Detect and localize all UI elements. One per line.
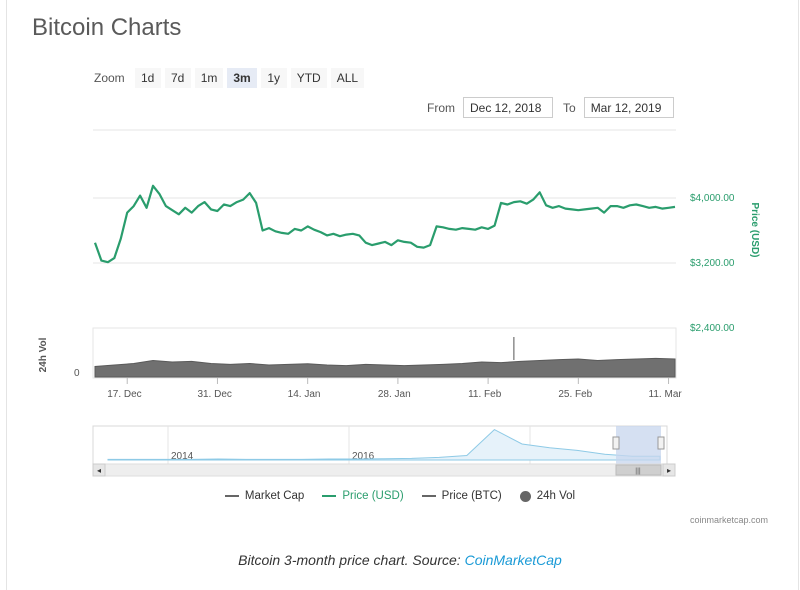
legend-item[interactable]: Price (BTC) — [421, 490, 502, 502]
legend-line-icon — [224, 495, 239, 497]
zoom-controls: Zoom 1d 7d 1m 3m 1y YTD ALL — [94, 68, 365, 88]
price-tick-label: $4,000.00 — [690, 193, 735, 204]
legend-item[interactable]: Price (USD) — [322, 490, 404, 502]
legend-label: Market Cap — [244, 490, 305, 502]
chevron-right-icon: ▸ — [667, 466, 671, 475]
scrollbar-track[interactable] — [92, 463, 676, 477]
x-tick-label: 11. Mar — [649, 389, 683, 400]
page-title: Bitcoin Charts — [32, 14, 182, 41]
legend-line-icon — [322, 495, 337, 497]
zoom-3m-button[interactable]: 3m — [227, 68, 257, 88]
zoom-1y-button[interactable]: 1y — [260, 68, 287, 88]
zoom-7d-button[interactable]: 7d — [164, 68, 191, 88]
navigator-selection[interactable] — [616, 426, 661, 464]
zoom-all-button[interactable]: ALL — [330, 68, 365, 88]
x-tick-label: 17. Dec — [107, 389, 141, 400]
x-tick-label: 28. Jan — [378, 389, 411, 400]
legend-label: Price (USD) — [342, 490, 404, 502]
chevron-left-icon: ◂ — [97, 466, 101, 475]
x-tick-label: 14. Jan — [288, 389, 321, 400]
navigator-right-handle[interactable] — [657, 436, 665, 450]
caption-source-link[interactable]: CoinMarketCap — [464, 552, 562, 568]
navigator-left-handle[interactable] — [612, 436, 620, 450]
navigator-year-label: 2014 — [171, 451, 194, 462]
price-chart: $4,000.00$3,200.00$2,400.00 Price (USD) … — [38, 129, 760, 477]
to-date-input[interactable] — [583, 97, 674, 118]
legend-label: Price (BTC) — [441, 490, 502, 502]
legend-label: 24h Vol — [536, 490, 576, 502]
price-axis: $4,000.00 $3,200.00 $2,400.00 — [690, 193, 735, 334]
x-tick-label: 11. Feb — [468, 389, 502, 400]
legend-dot-icon — [519, 490, 531, 502]
scroll-left-button[interactable] — [92, 463, 106, 477]
grip-icon: ||| — [635, 468, 641, 475]
navigator-scrollbar[interactable]: ◂ ||| ▸ — [92, 463, 676, 477]
navigator[interactable]: 201420162018 — [92, 425, 668, 465]
zoom-1d-button[interactable]: 1d — [134, 68, 161, 88]
legend-line-icon — [421, 495, 436, 497]
navigator-area — [107, 428, 661, 461]
to-label: To — [563, 100, 576, 115]
right-edge-line — [798, 0, 799, 590]
chart-legend: Market Cap Price (USD) Price (BTC) 24h Vol — [0, 490, 800, 502]
price-tick-label: $2,400.00 — [690, 323, 735, 334]
price-tick-label: $3,200.00 — [690, 258, 735, 269]
legend-item[interactable]: Market Cap — [224, 490, 305, 502]
legend-item[interactable]: 24h Vol — [519, 490, 576, 502]
zoom-1m-button[interactable]: 1m — [194, 68, 224, 88]
x-tick-label: 31. Dec — [197, 389, 231, 400]
x-tick-label: 25. Feb — [558, 389, 592, 400]
zoom-label: Zoom — [94, 71, 125, 85]
x-axis: 17. Dec 31. Dec 14. Jan 28. Jan 11. Feb 25. F… — [107, 378, 682, 400]
from-label: From — [427, 100, 455, 115]
volume-axis-label: 24h Vol — [38, 337, 49, 372]
volume-panel-frame — [92, 327, 677, 379]
scroll-right-button[interactable] — [662, 463, 676, 477]
navigator-year-label: 2016 — [352, 451, 375, 462]
scrollbar-thumb[interactable] — [615, 464, 662, 476]
chart-credits: coinmarketcap.com — [689, 515, 768, 525]
price-axis-label: Price (USD) — [749, 202, 760, 257]
volume-axis-tick: 0 — [74, 368, 80, 379]
date-range: From To — [427, 97, 674, 118]
from-date-input[interactable] — [463, 97, 553, 118]
volume-area — [94, 357, 676, 378]
left-edge-line — [6, 0, 7, 590]
chart-gridlines — [92, 129, 677, 379]
zoom-ytd-button[interactable]: YTD — [290, 68, 327, 88]
image-caption: Bitcoin 3-month price chart. Source: Coi… — [0, 552, 800, 568]
price-usd-line — [93, 184, 676, 264]
caption-text: Bitcoin 3-month price chart. Source: — [238, 552, 465, 568]
